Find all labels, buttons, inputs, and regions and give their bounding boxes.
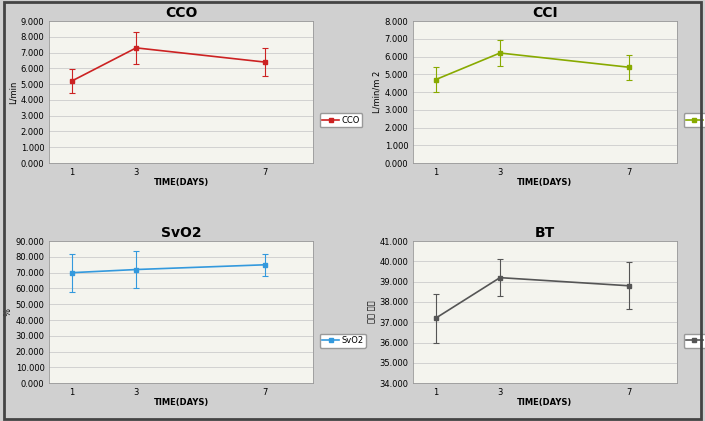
Legend: CCO: CCO (320, 113, 362, 128)
X-axis label: TIME(DAYS): TIME(DAYS) (154, 398, 209, 408)
Title: SvO2: SvO2 (161, 226, 202, 240)
Y-axis label: L/min/m 2: L/min/m 2 (373, 71, 382, 113)
X-axis label: TIME(DAYS): TIME(DAYS) (154, 178, 209, 187)
Y-axis label: 섭씨 온도: 섭씨 온도 (367, 301, 376, 323)
X-axis label: TIME(DAYS): TIME(DAYS) (517, 178, 572, 187)
X-axis label: TIME(DAYS): TIME(DAYS) (517, 398, 572, 408)
Legend: BT: BT (684, 333, 705, 347)
Y-axis label: %: % (4, 308, 13, 316)
Legend: CCI: CCI (684, 113, 705, 128)
Y-axis label: L/min: L/min (9, 80, 18, 104)
Legend: SvO2: SvO2 (320, 333, 366, 347)
Title: BT: BT (535, 226, 555, 240)
Title: CCI: CCI (532, 6, 558, 20)
Title: CCO: CCO (165, 6, 197, 20)
